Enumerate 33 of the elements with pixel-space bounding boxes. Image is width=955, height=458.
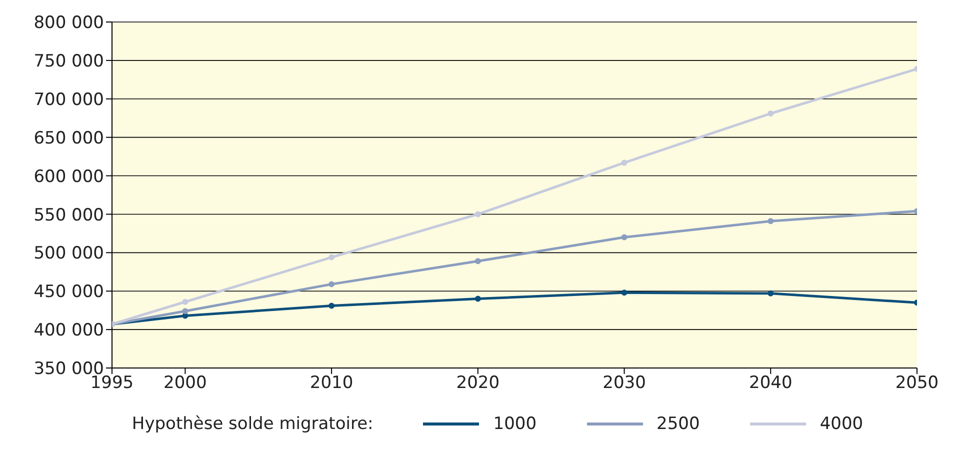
point [474,211,481,218]
point [768,110,774,116]
point [621,160,628,166]
point [328,254,335,260]
point [474,296,481,302]
y-tick-label: 700 000 [34,90,104,110]
x-tick-label: 2010 [310,373,354,394]
x-tick-label: 2030 [602,373,646,394]
x-tick-label: 2020 [456,373,500,394]
legend-label: 2500 [656,414,700,434]
point [768,218,774,224]
legend-label: 1000 [493,414,537,434]
y-tick-label: 400 000 [34,320,104,341]
x-tick-label: 2000 [164,373,207,394]
y-tick-label: 750 000 [34,51,104,72]
point [621,290,628,296]
legend-title: Hypothèse solde migratoire: [132,414,374,434]
y-tick-label: 600 000 [34,166,104,187]
legend-label: 4000 [820,414,864,434]
point [182,308,188,314]
y-tick-label: 650 000 [34,128,104,148]
y-tick-label: 450 000 [34,282,104,302]
y-tick-label: 800 000 [34,13,104,34]
point [328,302,335,309]
x-tick-label: 2040 [749,373,792,394]
point [768,290,774,296]
y-tick-label: 500 000 [34,244,104,264]
point [328,281,335,288]
point [474,258,481,264]
x-tick-label: 2050 [895,373,939,394]
point [182,298,188,305]
point [621,234,628,240]
y-tick-label: 550 000 [34,205,104,226]
